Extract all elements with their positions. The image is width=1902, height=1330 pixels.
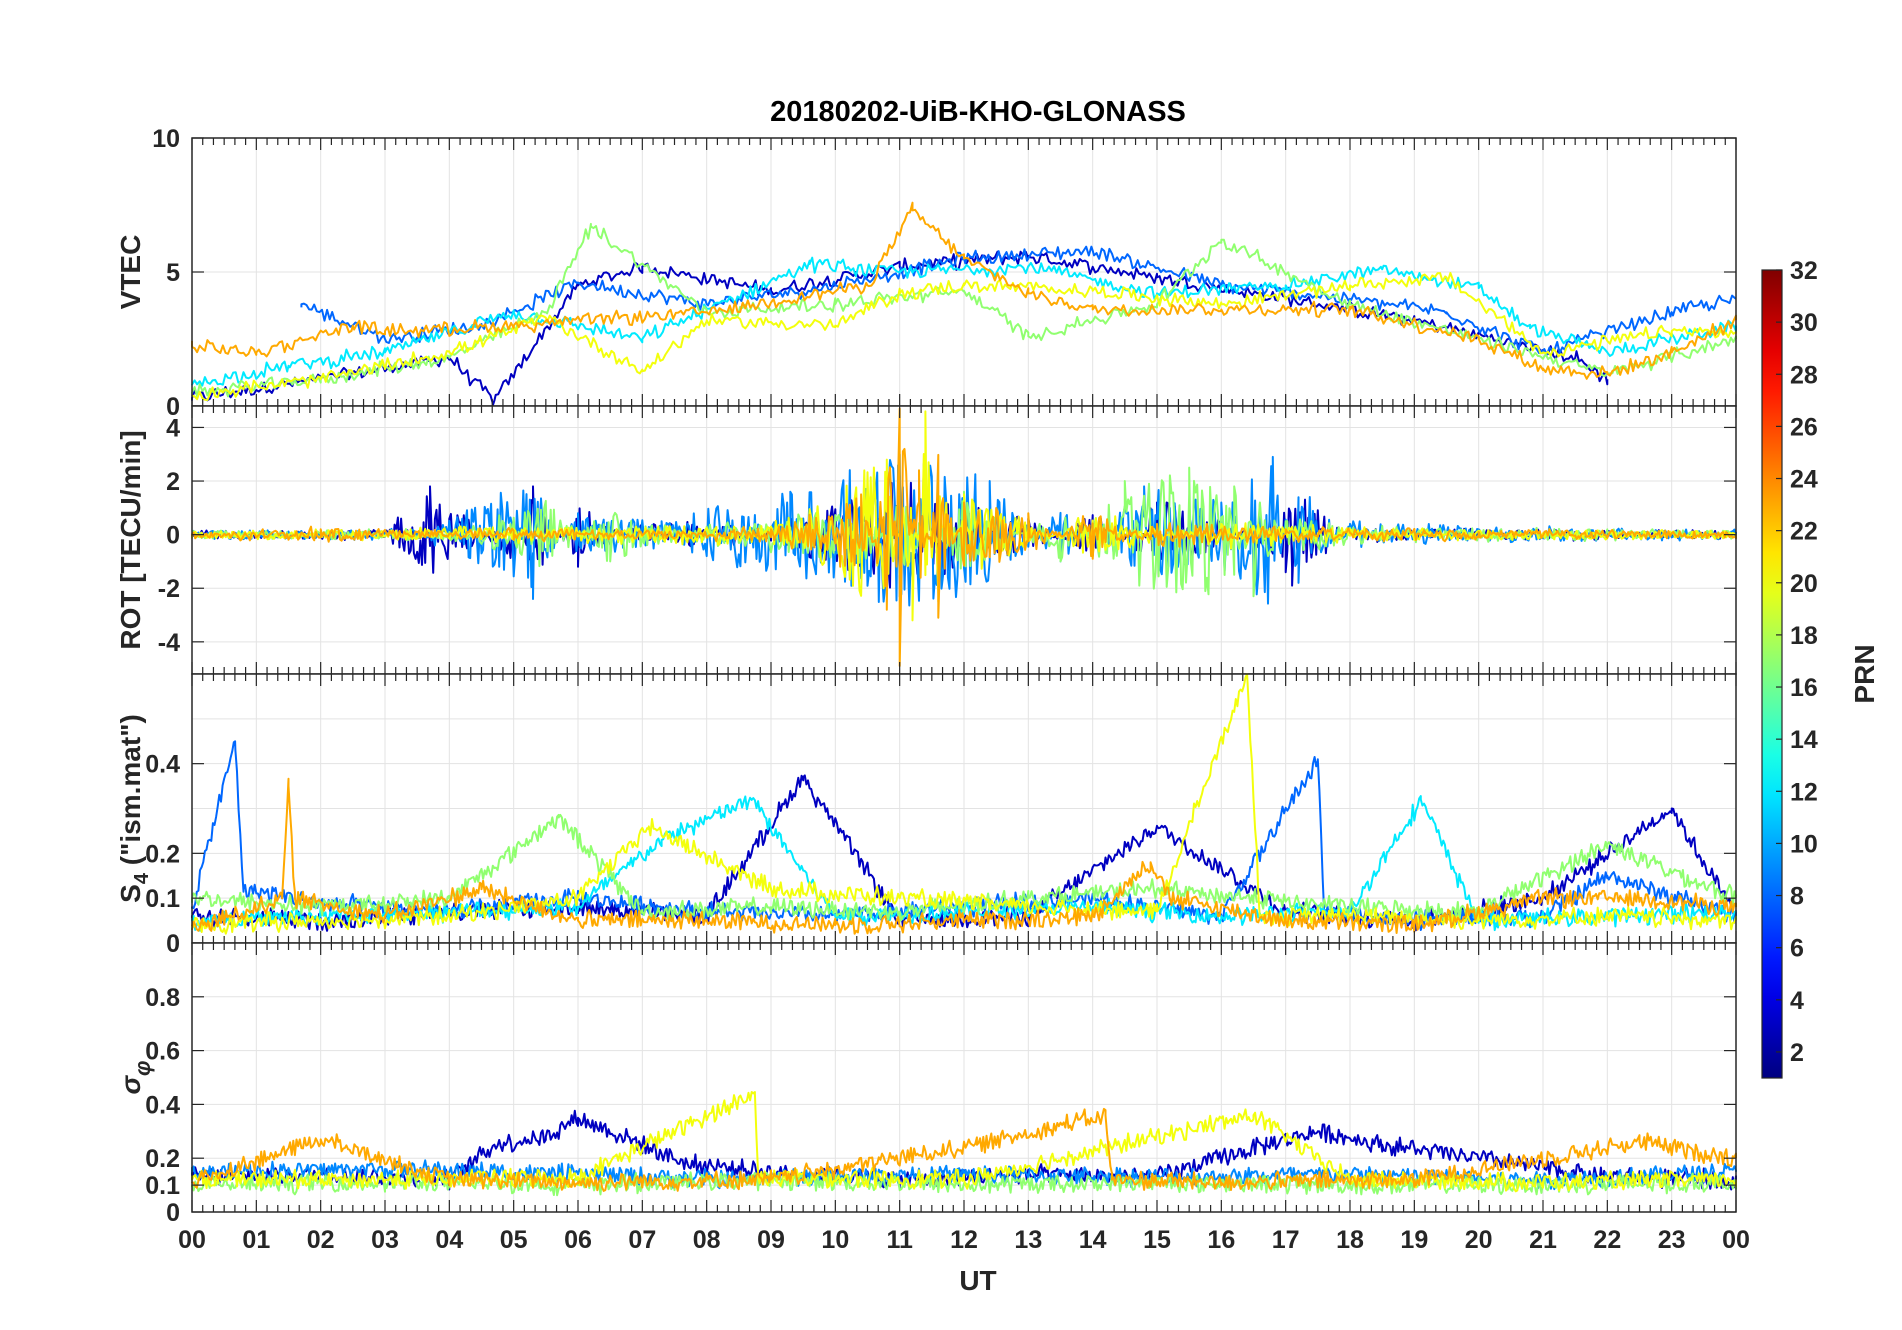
y-axis-label-subscript: φ bbox=[130, 1060, 155, 1075]
panel-vtec: 0 5 10 VTEC bbox=[115, 125, 1737, 421]
x-tick-label: 15 bbox=[1143, 1226, 1171, 1254]
colorbar-tick-label: 8 bbox=[1790, 883, 1804, 911]
x-ticks bbox=[191, 674, 1737, 943]
x-ticks bbox=[191, 138, 1737, 406]
x-tick-label: 06 bbox=[564, 1226, 592, 1254]
series-line-prn-23 bbox=[191, 407, 1737, 667]
y-ticks: 0 5 10 bbox=[152, 125, 1736, 421]
colorbar-tick-label: 18 bbox=[1790, 622, 1818, 650]
y-tick-label: 0 bbox=[166, 930, 180, 958]
y-tick-label: 0.4 bbox=[145, 751, 180, 779]
y-tick-label: 10 bbox=[152, 125, 180, 153]
series-line-prn-8 bbox=[300, 245, 1737, 356]
y-axis-label: VTEC bbox=[115, 235, 146, 310]
colorbar-scale bbox=[1761, 269, 1783, 1079]
colorbar-tick-label: 24 bbox=[1790, 466, 1818, 494]
y-tick-label: 0.4 bbox=[145, 1091, 180, 1119]
series-group bbox=[191, 201, 1737, 406]
y-axis-label-subscript: 4 bbox=[131, 872, 153, 884]
y-tick-label: -2 bbox=[158, 575, 180, 603]
y-axis-label: ROT [TECU/min] bbox=[115, 430, 146, 649]
series-line-prn-20 bbox=[191, 673, 1737, 935]
x-tick-label: 10 bbox=[821, 1226, 849, 1254]
y-axis-label-rest: ("ism.mat") bbox=[115, 714, 146, 873]
colorbar-tick-label: 30 bbox=[1790, 309, 1818, 337]
y-tick-label: 2 bbox=[166, 468, 180, 496]
y-tick-label: 5 bbox=[166, 259, 180, 287]
series-line-prn-23 bbox=[191, 1107, 1737, 1192]
colorbar-tick-label: 10 bbox=[1790, 830, 1818, 858]
series-group bbox=[191, 673, 1737, 935]
x-tick-label: 21 bbox=[1529, 1226, 1557, 1254]
x-tick-label: 13 bbox=[1014, 1226, 1042, 1254]
series-line-prn-20 bbox=[191, 272, 1737, 401]
x-axis: 00 01 02 03 04 05 06 07 08 09 10 11 12 13 14 15 16 17 18 19… bbox=[178, 1226, 1750, 1254]
series-line-prn-9 bbox=[191, 453, 1737, 607]
x-tick-label: 09 bbox=[757, 1226, 785, 1254]
x-tick-label: 16 bbox=[1207, 1226, 1235, 1254]
y-tick-label: 0 bbox=[166, 1199, 180, 1227]
x-ticks bbox=[191, 943, 1737, 1212]
y-ticks: -4 -2 0 2 4 bbox=[158, 414, 1736, 657]
y-ticks: 00.10.2 0.4 0.6 0.8 bbox=[145, 984, 1736, 1227]
figure-title: 20180202-UiB-KHO-GLONASS bbox=[770, 96, 1186, 128]
series-line-prn-23 bbox=[191, 777, 1737, 935]
colorbar-tick-label: 20 bbox=[1790, 570, 1818, 598]
x-tick-label: 14 bbox=[1079, 1226, 1107, 1254]
panel-sigma_phi: 00.10.20.40.60.8σφ bbox=[115, 942, 1737, 1227]
y-tick-label: 4 bbox=[166, 414, 180, 442]
colorbar-tick-label: 28 bbox=[1790, 361, 1818, 389]
y-tick-label: -4 bbox=[158, 629, 180, 657]
x-tick-label: 08 bbox=[693, 1226, 721, 1254]
x-tick-label: 01 bbox=[242, 1226, 270, 1254]
series-line-prn-17 bbox=[191, 1171, 1737, 1197]
colorbar-tick-label: 22 bbox=[1790, 518, 1818, 546]
panel-rot: -4 -2 0 2 4 ROT [TECU/min] bbox=[115, 405, 1737, 675]
x-tick-label: 23 bbox=[1658, 1226, 1686, 1254]
colorbar-tick-label: 6 bbox=[1790, 935, 1804, 963]
y-tick-label: 0.6 bbox=[145, 1038, 180, 1066]
x-tick-label: 11 bbox=[886, 1226, 913, 1254]
series-group bbox=[191, 1091, 1737, 1197]
series-group bbox=[191, 407, 1737, 667]
x-tick-label: 07 bbox=[628, 1226, 656, 1254]
colorbar-tick-label: 2 bbox=[1790, 1039, 1804, 1067]
x-axis-label: UT bbox=[959, 1265, 996, 1296]
y-tick-label: 0.2 bbox=[145, 840, 180, 868]
y-tick-label: 0.1 bbox=[145, 885, 180, 913]
x-tick-label: 00 bbox=[1722, 1226, 1750, 1254]
colorbar-tick-label: 26 bbox=[1790, 413, 1818, 441]
colorbar-tick-label: 4 bbox=[1790, 987, 1804, 1015]
x-tick-label: 19 bbox=[1400, 1226, 1428, 1254]
x-tick-label: 18 bbox=[1336, 1226, 1364, 1254]
x-ticks bbox=[191, 406, 1737, 674]
colorbar-tick-label: 32 bbox=[1790, 257, 1818, 285]
series-line-prn-23 bbox=[191, 201, 1737, 380]
series-line-prn-3 bbox=[191, 250, 1609, 406]
y-tick-label: 0.2 bbox=[145, 1145, 180, 1173]
colorbar-tick-label: 14 bbox=[1790, 726, 1818, 754]
x-tick-label: 12 bbox=[950, 1226, 978, 1254]
x-tick-label: 20 bbox=[1465, 1226, 1493, 1254]
x-tick-label: 02 bbox=[307, 1226, 335, 1254]
colorbar-tick-label: 16 bbox=[1790, 674, 1818, 702]
colorbar-tick-label: 12 bbox=[1790, 778, 1818, 806]
y-tick-label: 0 bbox=[166, 393, 180, 421]
colorbar-label: PRN bbox=[1849, 644, 1880, 703]
x-tick-label: 22 bbox=[1593, 1226, 1621, 1254]
x-tick-label: 17 bbox=[1272, 1226, 1300, 1254]
y-ticks: 0 0.1 0.2 0.4 bbox=[145, 751, 1736, 958]
x-tick-label: 05 bbox=[500, 1226, 528, 1254]
x-tick-label: 03 bbox=[371, 1226, 399, 1254]
y-tick-label: 0 bbox=[166, 522, 180, 550]
x-tick-label: 00 bbox=[178, 1226, 206, 1254]
x-tick-label: 04 bbox=[435, 1226, 463, 1254]
panel-s4: 00.10.20.4S4 ("ism.mat") bbox=[115, 673, 1737, 958]
y-tick-label: 0.8 bbox=[145, 984, 180, 1012]
y-tick-label: 0.1 bbox=[145, 1172, 180, 1200]
